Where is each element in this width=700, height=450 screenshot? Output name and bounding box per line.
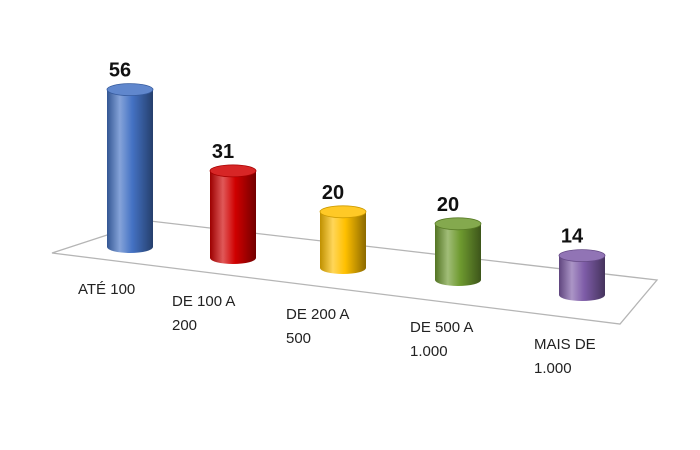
category-label: MAIS DE 1.000	[534, 336, 596, 377]
bar-top	[209, 164, 257, 178]
bar-top	[558, 249, 606, 263]
data-label: 31	[212, 141, 234, 163]
bar-body	[320, 211, 366, 274]
bar-top	[106, 83, 154, 97]
data-label: 14	[561, 226, 584, 248]
category-label: DE 200 A 500	[286, 306, 349, 347]
bar	[209, 164, 257, 264]
bar	[434, 217, 482, 286]
bar-body	[559, 255, 605, 301]
data-label: 56	[109, 60, 131, 82]
bar-top	[434, 217, 482, 231]
bars-group	[106, 83, 606, 301]
category-label: ATÉ 100	[78, 281, 135, 298]
bar	[558, 249, 606, 301]
labels-group: 56 ATÉ 100 31 DE 100 A 200 20 DE 200 A 500 20 DE …	[78, 60, 596, 377]
data-label: 20	[322, 182, 344, 204]
bar-top	[319, 205, 367, 219]
bar-body	[435, 223, 481, 286]
bar-body	[107, 89, 153, 253]
category-label: DE 100 A 200	[172, 293, 235, 334]
bar	[319, 205, 367, 274]
bar	[106, 83, 154, 253]
data-label: 20	[437, 194, 459, 216]
category-label: DE 500 A 1.000	[410, 319, 473, 360]
bar-body	[210, 170, 256, 264]
